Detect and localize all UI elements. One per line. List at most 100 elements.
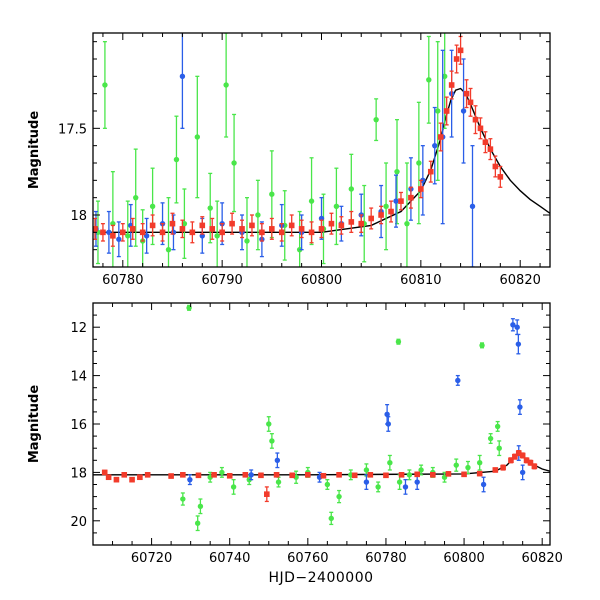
data-point (398, 472, 405, 478)
data-point (187, 476, 193, 483)
data-point (477, 125, 484, 132)
data-point (482, 139, 489, 145)
data-point (519, 452, 526, 459)
data-point (430, 472, 436, 478)
data-point (414, 479, 420, 485)
data-point (448, 82, 455, 88)
data-point (324, 481, 331, 488)
data-point (242, 472, 249, 478)
data-point (515, 450, 522, 456)
data-point (363, 467, 370, 473)
data-point (278, 229, 285, 236)
data-point (231, 160, 237, 166)
data-point (244, 238, 250, 244)
data-point (199, 222, 206, 229)
data-point (393, 198, 399, 204)
data-point (388, 208, 394, 215)
top-panel-marks (93, 33, 550, 267)
data-point (414, 471, 420, 478)
data-point (494, 423, 501, 430)
data-point (476, 470, 483, 477)
data-point (121, 472, 128, 478)
data-point (460, 108, 467, 114)
data-point (418, 467, 424, 473)
x-tick-label: 60800 (443, 551, 484, 566)
data-point (179, 73, 186, 80)
x-tick-label: 60790 (201, 273, 242, 288)
y-tick-label: 12 (70, 321, 87, 336)
data-point (358, 220, 365, 227)
data-point (394, 168, 400, 175)
bottom-panel-ticks: 60720 60740 60760 60780 60800 60820 12 14 16 18 20 (70, 302, 563, 566)
data-point (496, 445, 502, 451)
y-tick-label: 17.5 (58, 122, 87, 137)
data-point (348, 186, 355, 192)
data-point (289, 472, 296, 479)
data-point (338, 222, 345, 229)
x-tick-label: 60760 (287, 551, 328, 566)
x-tick-label: 60780 (365, 551, 406, 566)
data-point (383, 472, 389, 479)
data-point (487, 146, 494, 152)
data-point (305, 472, 311, 478)
data-point (500, 464, 506, 471)
data-point (375, 484, 381, 490)
data-point (367, 472, 374, 478)
data-point (259, 229, 265, 236)
bottom-panel-frame (92, 302, 551, 546)
data-point (211, 472, 217, 478)
data-point (336, 493, 342, 500)
data-point (523, 457, 530, 464)
data-point (110, 233, 116, 239)
data-point (492, 467, 499, 473)
data-point (395, 339, 402, 345)
x-tick-label: 60810 (400, 273, 441, 288)
data-point (209, 226, 216, 232)
data-point (197, 503, 204, 509)
data-point (348, 219, 355, 225)
data-point (465, 464, 471, 471)
data-point (308, 198, 315, 204)
y-tick-label: 20 (70, 515, 87, 530)
data-point (396, 479, 403, 485)
data-point (173, 156, 180, 163)
data-point (93, 226, 98, 232)
data-point (426, 77, 432, 83)
data-point (479, 342, 485, 349)
y-tick-label: 14 (70, 370, 87, 385)
data-point (384, 411, 390, 418)
data-point (427, 168, 434, 175)
data-point (476, 460, 483, 466)
data-point (308, 229, 315, 236)
data-point (189, 229, 196, 236)
data-point (402, 484, 409, 490)
data-point (105, 474, 112, 481)
x-tick-label: 60720 (131, 551, 172, 566)
data-point (445, 471, 452, 477)
data-point (214, 233, 220, 239)
data-point (455, 377, 461, 384)
data-point (180, 496, 186, 502)
data-point (320, 472, 327, 479)
data-point (463, 90, 470, 97)
top-light-curve-panel: 60780 60790 60800 60810 60820 17.5 18 Magnitud… (27, 32, 551, 288)
data-point (101, 469, 108, 476)
data-point (273, 472, 280, 478)
data-point (159, 229, 166, 236)
data-point (453, 462, 459, 468)
data-point (418, 186, 424, 192)
data-point (194, 134, 201, 140)
data-point (480, 481, 487, 488)
data-point (249, 222, 255, 229)
data-point (100, 229, 106, 236)
data-point (149, 222, 156, 229)
data-point (373, 116, 379, 123)
data-point (527, 459, 534, 466)
data-point (453, 56, 460, 62)
data-point (512, 453, 518, 460)
data-point (180, 472, 186, 478)
data-point (266, 421, 272, 427)
data-point (269, 226, 275, 232)
data-point (298, 226, 305, 232)
